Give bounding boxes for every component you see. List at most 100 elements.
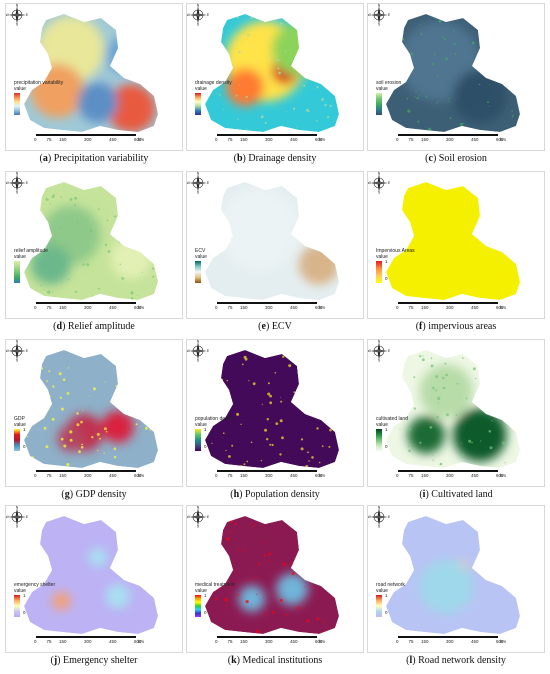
- point-cluster: [432, 386, 435, 390]
- point-cluster: [515, 31, 517, 33]
- panel-caption: (a) Precipitation variability: [5, 153, 183, 164]
- point-cluster: [444, 37, 447, 41]
- scale-bar: 0 75 150 300 450 600 km: [215, 134, 327, 146]
- compass-label-n: N: [16, 340, 19, 344]
- legend-subtitle: value: [14, 588, 26, 594]
- point-cluster: [283, 562, 286, 566]
- map-legend: cultivated land value 1 0: [376, 416, 456, 451]
- point-cluster: [435, 375, 439, 379]
- point-cluster: [429, 426, 433, 429]
- scale-segment: [36, 302, 49, 304]
- legend-min: 0: [23, 610, 26, 615]
- point-cluster: [35, 197, 37, 199]
- point-cluster: [391, 361, 394, 364]
- point-cluster: [91, 295, 95, 299]
- north-arrow-icon: N S W E: [6, 4, 28, 26]
- point-cluster: [506, 405, 510, 409]
- point-cluster: [454, 53, 457, 56]
- scale-segment: [61, 470, 86, 472]
- panel-letter: (b): [233, 153, 246, 164]
- point-cluster: [321, 98, 324, 101]
- point-cluster: [433, 53, 436, 56]
- compass-label-n: N: [16, 172, 19, 176]
- legend-color-ramp: [195, 261, 201, 283]
- point-cluster: [245, 600, 249, 604]
- point-cluster: [241, 363, 244, 366]
- region-map: [386, 14, 520, 132]
- panel-title: GDP density: [73, 489, 127, 500]
- point-cluster: [280, 396, 282, 398]
- point-cluster: [517, 53, 520, 55]
- scale-segment: [448, 302, 473, 304]
- value-hotspot: [419, 560, 474, 614]
- point-cluster: [445, 57, 448, 61]
- point-cluster: [282, 355, 285, 358]
- point-cluster: [81, 443, 83, 446]
- point-cluster: [425, 95, 428, 98]
- scale-segment: [292, 636, 317, 638]
- point-cluster: [51, 195, 55, 199]
- point-cluster: [67, 367, 70, 369]
- point-cluster: [30, 398, 34, 402]
- scale-bar: 0 75 150 300 450 600 km: [396, 470, 508, 482]
- point-cluster: [292, 399, 296, 402]
- point-cluster: [435, 389, 438, 392]
- point-cluster: [419, 441, 422, 444]
- north-arrow-icon: N S W E: [187, 340, 209, 362]
- point-cluster: [97, 287, 100, 290]
- scale-unit: km: [500, 137, 506, 142]
- scale-segment: [473, 302, 498, 304]
- scale-tick-label: 600: [134, 639, 142, 644]
- scale-tick-label: 300: [84, 305, 92, 310]
- point-cluster: [480, 440, 482, 442]
- point-cluster: [506, 383, 509, 386]
- scale-tick-label: 450: [290, 473, 298, 478]
- point-cluster: [218, 631, 221, 633]
- point-cluster: [47, 408, 50, 411]
- point-cluster: [53, 295, 55, 297]
- point-cluster: [143, 465, 146, 468]
- scale-segment: [423, 134, 448, 136]
- point-cluster: [137, 294, 139, 296]
- point-cluster: [26, 435, 29, 438]
- point-cluster: [294, 558, 296, 560]
- point-cluster: [493, 62, 497, 66]
- point-cluster: [407, 109, 411, 113]
- compass-label-w: W: [187, 181, 191, 185]
- panel-caption: (h) Population density: [186, 489, 364, 500]
- scale-tick-label: 600: [134, 473, 142, 478]
- scale-segment: [423, 636, 448, 638]
- compass-label-w: W: [6, 181, 10, 185]
- point-cluster: [387, 32, 391, 35]
- scale-tick-label: 0: [396, 137, 399, 142]
- point-cluster: [215, 519, 219, 523]
- legend-color-ramp: [14, 595, 20, 617]
- scale-segment: [473, 636, 498, 638]
- point-cluster: [310, 359, 312, 361]
- scale-bar: 0 75 150 300 450 600 km: [215, 470, 327, 482]
- point-cluster: [118, 240, 121, 243]
- scale-segment: [423, 302, 448, 304]
- point-cluster: [47, 199, 49, 201]
- point-cluster: [69, 430, 73, 434]
- scale-tick-label: 450: [471, 473, 479, 478]
- point-cluster: [254, 576, 257, 579]
- point-cluster: [229, 519, 233, 523]
- compass-label-s: S: [16, 525, 19, 529]
- point-cluster: [243, 463, 246, 466]
- point-cluster: [250, 523, 252, 525]
- compass-label-w: W: [368, 349, 372, 353]
- point-cluster: [441, 36, 444, 39]
- scale-segment: [473, 134, 498, 136]
- scale-unit: km: [319, 137, 325, 142]
- point-cluster: [300, 438, 304, 441]
- scale-segment: [36, 470, 49, 472]
- scale-tick-label: 450: [290, 639, 298, 644]
- point-cluster: [69, 198, 73, 201]
- point-cluster: [281, 436, 284, 440]
- value-hotspot: [298, 244, 339, 285]
- scale-tick-label: 300: [84, 473, 92, 478]
